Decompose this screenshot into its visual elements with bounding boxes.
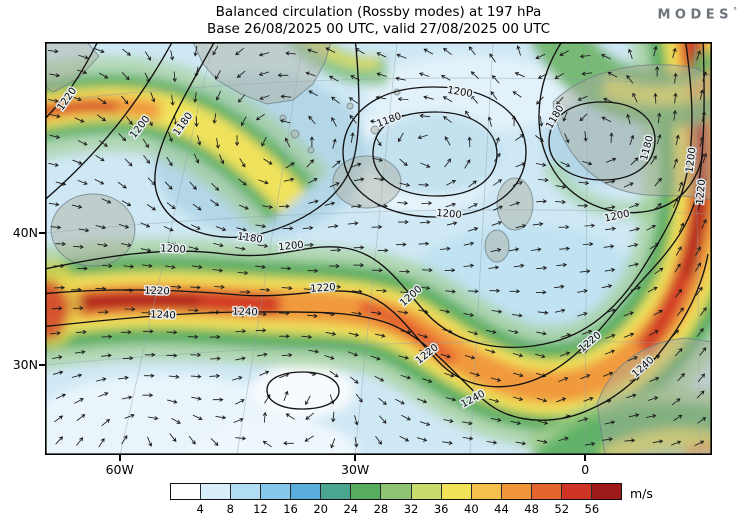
y-tick-label: 40N — [12, 224, 38, 240]
contour-label: 1180 — [237, 231, 264, 245]
modes-logo: MODES° — [657, 6, 737, 22]
colorbar-tick-label: 40 — [464, 502, 479, 516]
colorbar-tick-label: 16 — [283, 502, 298, 516]
height-contours — [45, 42, 709, 421]
contour-label: 1220 — [695, 179, 708, 205]
height-contour-1180 — [548, 101, 656, 181]
colorbar-segment — [320, 484, 351, 499]
modes-logo-mark: ° — [733, 6, 737, 15]
colorbar-segment — [590, 484, 621, 499]
map-frame — [45, 42, 712, 455]
contour-label: 1220 — [310, 282, 336, 295]
colorbar-segment — [290, 484, 321, 499]
colorbar-segment — [380, 484, 411, 499]
colorbar-tick-label: 32 — [403, 502, 419, 516]
height-contour-1220 — [45, 42, 99, 120]
colorbar-segment — [470, 484, 501, 499]
colorbar-segment — [410, 484, 441, 499]
colorbar-tick-label: 20 — [313, 502, 328, 516]
colorbar-tick-label: 28 — [373, 502, 389, 516]
modes-logo-text: MODES — [657, 7, 733, 23]
wind-arrows — [47, 45, 708, 449]
x-tick-label: 30W — [341, 462, 370, 477]
colorbar-segment — [560, 484, 591, 499]
colorbar-segment — [171, 484, 201, 499]
height-contour-1240 — [266, 371, 340, 410]
colorbar-segment — [200, 484, 231, 499]
colorbar-tick-label: 36 — [433, 502, 449, 516]
chart-subtitle: Base 26/08/2025 00 UTC, valid 27/08/2025… — [206, 20, 551, 37]
height-contour-1240 — [45, 253, 709, 421]
colorbar-segment — [230, 484, 261, 499]
contour-label: 1240 — [232, 307, 258, 319]
colorbar-tick-label: 4 — [196, 502, 204, 516]
x-tick-label: 0 — [581, 462, 590, 477]
colorbar — [170, 483, 622, 500]
height-contour-1200 — [538, 42, 704, 214]
height-contour-1180 — [372, 111, 498, 197]
colorbar-segment — [440, 484, 471, 499]
x-tick — [354, 455, 357, 461]
height-contour-1200 — [342, 86, 527, 218]
colorbar-tick-label: 12 — [253, 502, 268, 516]
y-tick — [39, 363, 45, 366]
colorbar-tick-label: 24 — [343, 502, 359, 516]
colorbar-tick-label: 56 — [584, 502, 600, 516]
contour-label: 1240 — [150, 310, 176, 322]
wind-speed-fill — [45, 42, 712, 455]
colorbar-segment — [530, 484, 561, 499]
contour-label: 1200 — [278, 240, 304, 254]
chart-header: Balanced circulation (Rossby modes) at 1… — [45, 4, 712, 37]
y-tick — [39, 231, 45, 234]
x-tick-label: 60W — [105, 462, 134, 477]
colorbar-unit: m/s — [630, 486, 653, 501]
colorbar-segment — [500, 484, 531, 499]
wind-arrow-field — [47, 45, 708, 449]
colorbar-tick-label: 52 — [554, 502, 570, 516]
height-contour-1200 — [45, 42, 693, 348]
colorbar-tick-label: 48 — [524, 502, 539, 516]
x-tick — [584, 455, 587, 461]
colorbar-segment — [350, 484, 381, 499]
colorbar-tick-label: 8 — [226, 502, 234, 516]
height-contour-1200 — [45, 42, 173, 201]
x-tick — [118, 455, 121, 461]
colorbar-segment — [260, 484, 291, 499]
contour-label: 1200 — [160, 243, 186, 255]
contour-label: 1200 — [436, 208, 462, 221]
colorbar-tick-label: 44 — [494, 502, 509, 516]
contour-label: 1200 — [684, 147, 698, 174]
height-contour-1180 — [154, 42, 360, 238]
y-tick-label: 30N — [12, 356, 38, 372]
chart-title: Balanced circulation (Rossby modes) at 1… — [215, 4, 542, 20]
height-contour-1220 — [45, 42, 705, 388]
contour-label: 1220 — [144, 286, 170, 298]
